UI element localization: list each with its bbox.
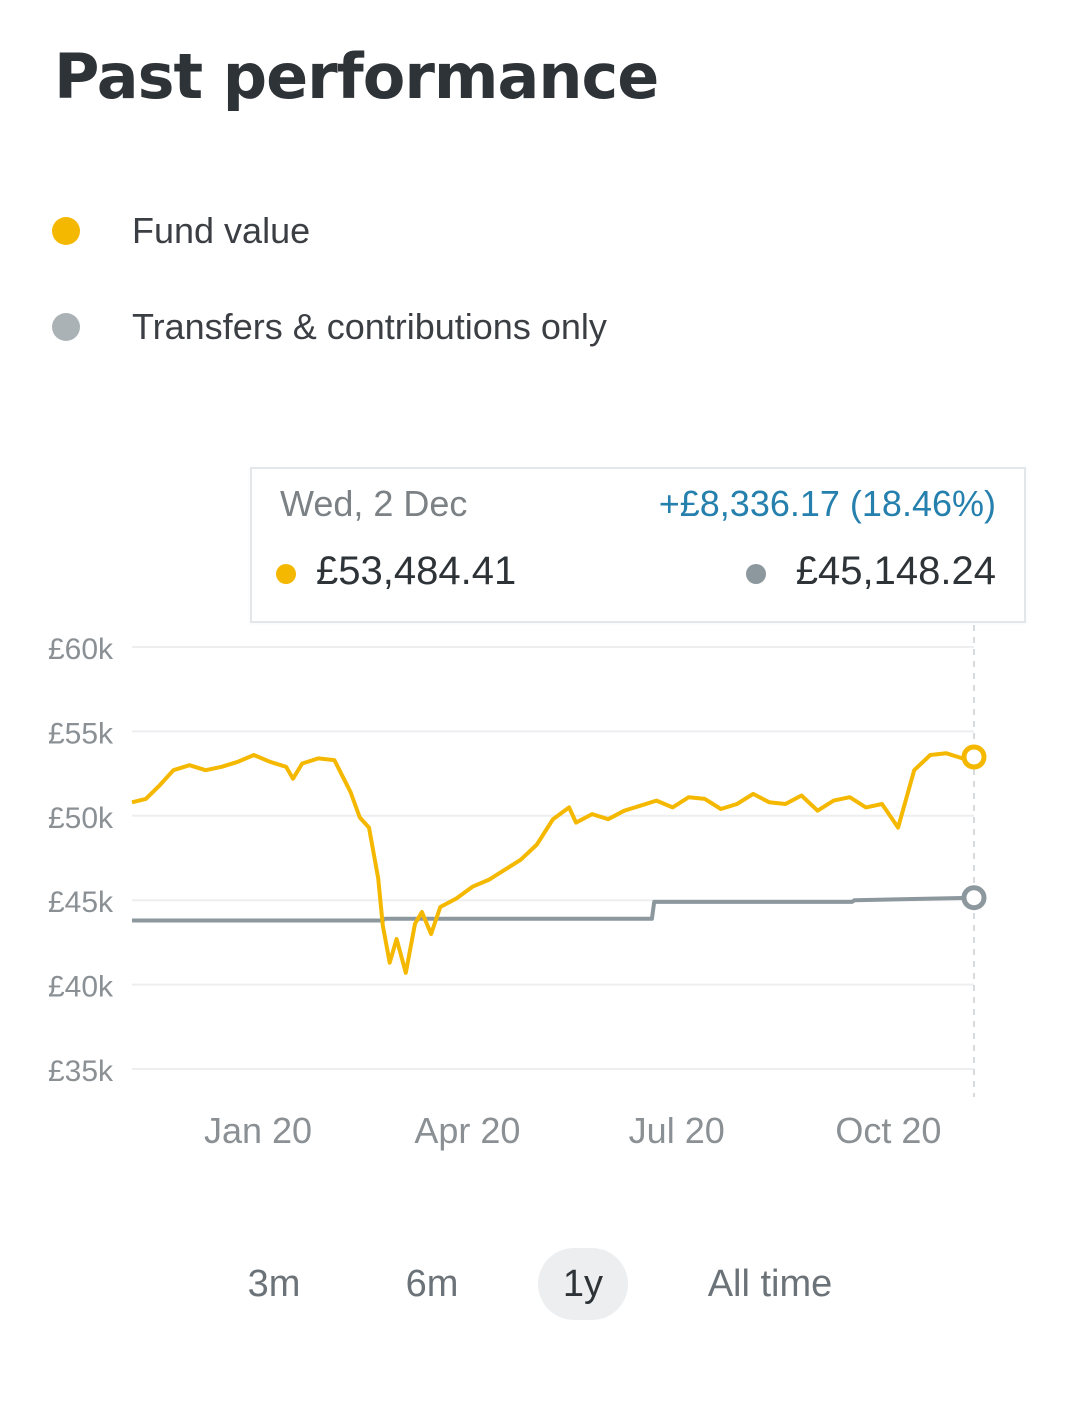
tooltip-change: +£8,336.17 (18.46%) xyxy=(658,483,996,524)
fund-value-dot-icon xyxy=(52,217,80,245)
tooltip-fund-value: £53,484.41 xyxy=(316,549,517,593)
fund-value-dot-icon xyxy=(276,564,296,584)
range-6m-button[interactable]: 6m xyxy=(405,1262,459,1305)
y-tick-label: £35k xyxy=(48,1055,114,1088)
x-tick-label: Apr 20 xyxy=(414,1110,520,1151)
contributions-point xyxy=(961,885,987,911)
y-tick-label: £45k xyxy=(48,886,114,919)
fund-value-point xyxy=(961,744,987,770)
contributions-dot-icon xyxy=(52,313,80,341)
legend-item-contributions: Transfers & contributions only xyxy=(52,302,607,352)
x-tick-label: Oct 20 xyxy=(835,1110,941,1151)
legend-label: Transfers & contributions only xyxy=(132,306,607,347)
range-3m-button[interactable]: 3m xyxy=(247,1262,301,1305)
page-title: Past performance xyxy=(54,40,659,113)
tooltip-contributions-value: £45,148.24 xyxy=(795,549,996,593)
x-tick-label: Jul 20 xyxy=(629,1110,725,1151)
y-tick-label: £55k xyxy=(48,717,114,750)
y-tick-label: £40k xyxy=(48,971,114,1004)
range-1y-button[interactable]: 1y xyxy=(538,1248,628,1320)
contributions-dot-icon xyxy=(746,564,766,584)
legend-item-fund-value: Fund value xyxy=(52,206,310,256)
chart-tooltip: Wed, 2 Dec +£8,336.17 (18.46%) £53,484.4… xyxy=(250,467,1026,623)
tooltip-date: Wed, 2 Dec xyxy=(280,483,468,524)
performance-chart[interactable]: £60k £55k £50k £45k £40k £35k Jan 20 Apr 20 Jul … xyxy=(0,440,1080,1160)
x-tick-label: Jan 20 xyxy=(204,1110,312,1151)
y-tick-label: £60k xyxy=(48,633,114,666)
y-tick-label: £50k xyxy=(48,802,114,835)
fund-value-line xyxy=(131,751,975,975)
range-all-time-button[interactable]: All time xyxy=(707,1262,833,1305)
legend-label: Fund value xyxy=(132,210,311,251)
